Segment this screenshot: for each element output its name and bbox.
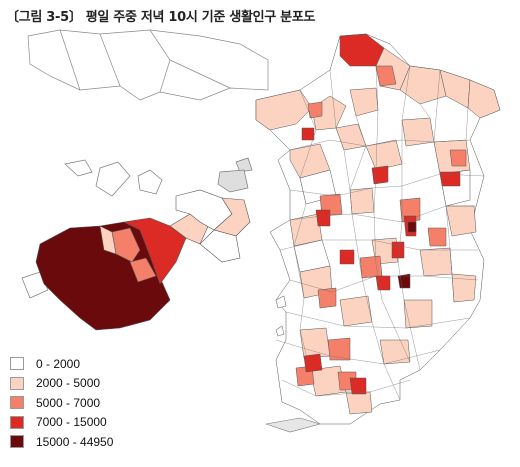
- legend-item: 0 - 2000: [10, 354, 113, 374]
- city-districts: [255, 33, 501, 425]
- legend-item: 7000 - 15000: [10, 413, 113, 433]
- legend-label: 7000 - 15000: [36, 415, 107, 430]
- legend-swatch: [10, 435, 24, 449]
- legend-label: 0 - 2000: [36, 356, 81, 371]
- west-island: [35, 189, 251, 331]
- legend-item: 5000 - 7000: [10, 393, 113, 413]
- outer-region-outlines: [27, 29, 269, 101]
- legend-swatch: [10, 415, 24, 429]
- small-islands: [21, 157, 253, 299]
- legend-label: 5000 - 7000: [36, 395, 101, 410]
- legend-label: 2000 - 5000: [36, 376, 101, 391]
- legend-swatch: [10, 376, 24, 390]
- legend-swatch: [10, 396, 24, 410]
- coastal-islets: [265, 295, 322, 433]
- legend-item: 2000 - 5000: [10, 374, 113, 394]
- legend-item: 15000 - 44950: [10, 432, 113, 452]
- district-boundaries: [275, 65, 485, 401]
- legend-swatch: [10, 357, 24, 371]
- map-title: 〔그림 3-5〕 평일 주중 저녁 10시 기준 생활인구 분포도: [6, 10, 316, 25]
- legend-label: 15000 - 44950: [36, 434, 114, 449]
- map-legend: 0 - 2000 2000 - 5000 5000 - 7000 7000 - …: [10, 354, 113, 452]
